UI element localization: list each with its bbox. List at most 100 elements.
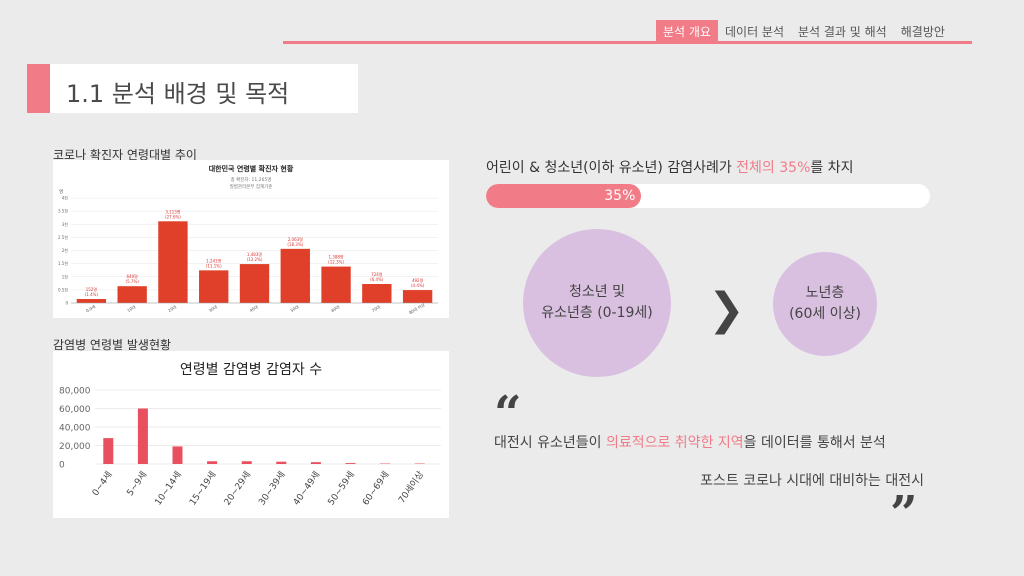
chart1-data-label: (4.4%) (411, 283, 425, 288)
chart1-bar (402, 290, 433, 303)
chart1-bar (76, 299, 107, 303)
chart2-bar (310, 462, 321, 464)
statement-primary-highlight: 의료적으로 취약한 지역 (605, 435, 744, 451)
chart1-data-label: (5.7%) (126, 279, 140, 284)
elderly-circle: 노년층 (60세 이상) (773, 252, 877, 356)
nav-tab-solutions[interactable]: 해결방안 (900, 25, 945, 39)
chart2-y-tick: 60,000 (59, 405, 91, 415)
chart2-svg: 0 20,000 40,000 60,000 80,000 0~4세 5~9세 10~14세 1… (59, 387, 441, 507)
nav-tab-overview[interactable]: 분석 개요 (656, 20, 718, 43)
statement-secondary: 포스트 코로나 시대에 대비하는 대전시 (700, 473, 924, 489)
youth-circle-line1: 청소년 및 (569, 284, 625, 300)
chart2-x-tick: 0~4세 (90, 469, 115, 498)
chart1-data-label: 152명 (86, 286, 98, 292)
page-title: 1.1 분석 배경 및 목적 (66, 80, 290, 108)
chart1-data-label: 1,243명 (206, 257, 221, 263)
chart1-x-tick: 20대 (167, 303, 178, 313)
statement-primary: 대전시 유소년들이 의료적으로 취약한 지역을 데이터를 통해서 분석 (494, 432, 886, 452)
chart1-data-label: 724명 (371, 271, 383, 277)
chart1-subtitle-source: 질병관리본부 집계기준 (229, 185, 273, 190)
chevron-right-icon: ❯ (708, 284, 745, 335)
chart1-title: 대한민국 연령별 확진자 현황 (208, 165, 294, 173)
chart1-bar (117, 286, 147, 303)
chart2-y-tick: 40,000 (59, 424, 91, 434)
chart1-y-tick: 1.5천 (58, 260, 68, 266)
headline: 어린이 & 청소년(이하 유소년) 감염사례가 전체의 35%를 차지 (486, 157, 853, 177)
chart2-title: 연령별 감염병 감염자 수 (179, 362, 323, 378)
chart1-y-tick: 1천 (62, 273, 69, 279)
headline-suffix: 를 차지 (810, 160, 854, 176)
chart1-data-label: 1,388명 (328, 254, 343, 260)
chart2-bar (172, 446, 183, 464)
chart1-section-label: 코로나 확진자 연령대별 추이 (53, 148, 197, 162)
chart1-bar (158, 221, 188, 303)
chart2-bar (241, 461, 252, 464)
chart2-x-tick: 30~39세 (257, 469, 288, 507)
chart2-x-tick: 40~49세 (291, 469, 322, 507)
chart1-x-tick: 60대 (330, 303, 341, 313)
chart2-x-tick: 10~14세 (153, 469, 184, 507)
chart2-section-label: 감염병 연령별 발생현황 (53, 338, 172, 352)
youth-circle: 청소년 및 유소년층 (0-19세) (523, 229, 671, 377)
chart1-data-label: (18.3%) (287, 242, 303, 247)
open-quote-icon: “ (494, 386, 522, 442)
chart1-data-label: (1.4%) (85, 292, 99, 297)
chart1-data-label: 2,063명 (288, 236, 303, 242)
chart2-bar (276, 461, 287, 464)
chart1-y-tick: 4천 (62, 195, 69, 201)
chart1-data-label: 640명 (127, 273, 139, 279)
chart2-x-tick: 70세이상 (396, 469, 426, 505)
chart2-x-tick: 5~9세 (125, 469, 150, 498)
elderly-circle-line1: 노년층 (805, 285, 845, 301)
chart2-y-tick: 80,000 (59, 387, 91, 397)
chart1-x-tick: 70대 (371, 303, 382, 313)
nav-underline (283, 41, 972, 44)
chart1-subtitle-total: 총 확진자: 11,265명 (230, 178, 272, 183)
title-accent-bar (27, 64, 50, 113)
chart1-bar (280, 248, 310, 303)
chart1-data-label: (12.3%) (328, 260, 344, 265)
chart1-data-label: 1,483명 (247, 251, 262, 257)
chart2-y-tick: 0 (59, 461, 65, 471)
chart1-y-tick: 0.5천 (58, 286, 68, 292)
chart1-data-label: (6.4%) (370, 277, 384, 282)
nav-tab-results[interactable]: 분석 결과 및 해석 (798, 25, 887, 39)
chart1-x-tick: 50대 (289, 303, 300, 313)
chart1-data-label: (13.2%) (247, 257, 263, 262)
infection-age-chart: 연령별 감염병 감염자 수 0 20,000 40,000 60,000 80,000 0… (53, 351, 449, 518)
progress-label: 35% (604, 188, 636, 204)
chart2-y-tick: 20,000 (59, 442, 91, 452)
chart1-data-label: 3,113명 (165, 208, 180, 214)
chart1-unit-label: 명 (59, 188, 63, 195)
chart1-bar (199, 270, 229, 303)
chart2-bar (137, 408, 148, 464)
chart1-svg: 명 0 0.5천 1천 1.5천 2천 2.5천 3천 3.5천 4천 152명(1.4%) 0-9세… (58, 188, 438, 315)
close-quote-icon: ” (890, 486, 918, 542)
chart1-y-tick: 3.5천 (58, 208, 68, 214)
chart1-bar (239, 264, 270, 303)
chart1-x-tick: 0-9세 (84, 303, 96, 313)
chart1-data-label: 492명 (412, 277, 424, 283)
headline-prefix: 어린이 & 청소년(이하 유소년) 감염사례가 (486, 160, 737, 176)
chart2-x-tick: 15~19세 (187, 469, 218, 507)
chart1-y-tick: 3천 (62, 221, 69, 227)
nav-tab-data-analysis[interactable]: 데이터 분석 (724, 25, 784, 39)
chart1-data-label: (11.1%) (206, 263, 222, 268)
chart2-x-tick: 20~29세 (222, 469, 253, 507)
chart1-x-tick: 30대 (207, 303, 218, 313)
headline-highlight: 전체의 35% (736, 160, 811, 176)
chart1-x-tick: 40대 (248, 303, 259, 313)
chart1-bar (362, 283, 392, 303)
progress-track: 35% (486, 184, 930, 208)
chart1-bar (321, 266, 351, 303)
chart1-x-tick: 10대 (126, 303, 137, 313)
chart2-x-tick: 60~69세 (360, 469, 391, 507)
chart1-data-label: (27.6%) (165, 214, 181, 219)
chart2-bar (207, 461, 218, 464)
chart2-bar (103, 438, 114, 464)
statement-primary-suffix: 을 데이터를 통해서 분석 (743, 435, 886, 451)
progress-fill: 35% (486, 184, 642, 208)
chart1-y-tick: 0 (65, 301, 68, 306)
chart1-y-tick: 2.5천 (58, 234, 68, 240)
top-nav: 분석 개요 데이터 분석 분석 결과 및 해석 해결방안 (656, 20, 952, 43)
